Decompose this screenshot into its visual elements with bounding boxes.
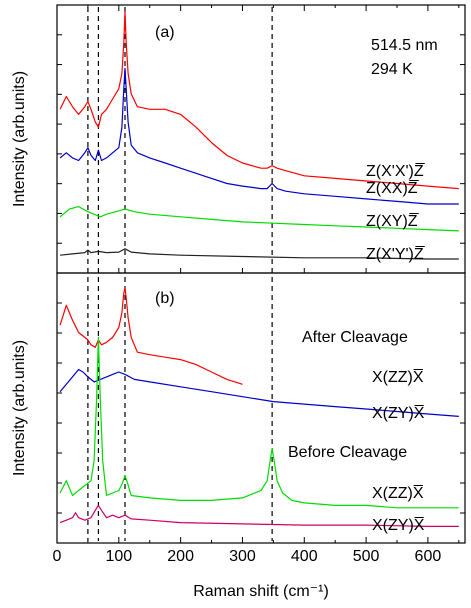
spectrum-line (59, 67, 459, 205)
x-tick-label: 300 (229, 548, 256, 565)
x-axis-label: Raman shift (cm⁻¹) (193, 583, 329, 600)
series-label: Z(XX)Z̅ (366, 179, 419, 197)
x-tick-label: 400 (291, 548, 318, 565)
series-label: X(ZZ)X̅ (372, 484, 424, 502)
annotation-wavelength: 514.5 nm (371, 37, 438, 54)
y-axis-ticks (57, 34, 465, 514)
spectrum-line (59, 11, 459, 190)
x-tick-label: 0 (53, 548, 62, 565)
x-axis: 0 100 200 300 400 500 600 (53, 5, 460, 565)
spectrum-line (59, 504, 459, 527)
x-tick-label: 100 (105, 548, 132, 565)
panel-a-label: (a) (155, 24, 175, 41)
series-label: Z(XY)Z̅ (366, 212, 419, 230)
annotation-temperature: 294 K (371, 61, 413, 78)
x-tick-label: 200 (167, 548, 194, 565)
spectrum-line (59, 287, 243, 385)
section-label-before-cleavage: Before Cleavage (288, 444, 407, 461)
series-label: Z(X'X')Z̅ (366, 162, 425, 180)
spectrum-line (59, 336, 459, 509)
x-tick-label: 500 (353, 548, 380, 565)
spectrum-line (59, 368, 459, 417)
series-label: X(ZY)X̅ (372, 516, 425, 534)
spectrum-line (59, 206, 459, 232)
series-label: X(ZZ)X̅ (372, 368, 424, 386)
y-axis-label-top: Intensity (arb.units) (11, 71, 28, 207)
series-label: X(ZY)X̅ (372, 404, 425, 422)
series-label: Z(X'Y')Z̅ (366, 245, 425, 263)
spectrum-line (60, 248, 459, 260)
panel-b-label: (b) (155, 290, 175, 307)
y-axis-label-bottom: Intensity (arb.units) (11, 340, 28, 476)
spectra-layer (59, 11, 459, 527)
reference-lines (87, 7, 273, 541)
panel-b-frame (56, 272, 466, 544)
section-label-after-cleavage: After Cleavage (302, 329, 408, 346)
x-tick-label: 600 (415, 548, 442, 565)
